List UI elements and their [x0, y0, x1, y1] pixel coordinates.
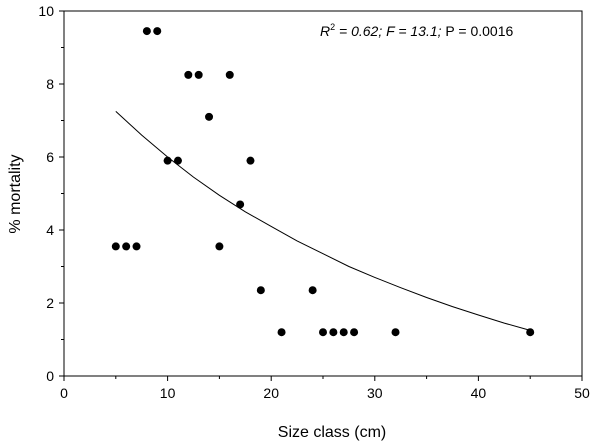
f-label: F — [386, 23, 396, 39]
data-point — [246, 156, 255, 165]
r-superscript: 2 — [330, 22, 335, 32]
data-point — [184, 70, 193, 79]
data-points-layer — [111, 27, 535, 337]
data-point — [329, 328, 338, 337]
x-tick-label: 50 — [574, 385, 590, 401]
r-value: = 0.62; — [335, 23, 386, 39]
x-tick-label: 20 — [263, 385, 279, 401]
plot-frame — [63, 10, 583, 377]
data-point — [215, 242, 224, 251]
p-text: P = 0.0016 — [445, 23, 513, 39]
y-tick-label: 2 — [46, 295, 54, 311]
data-point — [194, 70, 203, 79]
data-point — [308, 286, 317, 295]
data-point — [256, 286, 265, 295]
y-axis-title: % mortality — [7, 154, 24, 233]
x-tick-label: 0 — [60, 385, 68, 401]
data-point — [173, 156, 182, 165]
y-tick-label: 4 — [46, 222, 54, 238]
y-tick-label: 0 — [46, 368, 54, 384]
axes: 0 10 20 30 40 50 0 2 4 6 8 10 — [38, 3, 590, 401]
data-point — [132, 242, 141, 251]
data-point — [339, 328, 348, 337]
data-point — [111, 242, 120, 251]
f-value: = 13.1; — [394, 23, 445, 39]
data-point — [277, 328, 286, 337]
y-tick-label: 6 — [46, 149, 54, 165]
y-tick-label: 10 — [38, 3, 54, 19]
x-tick-label: 30 — [367, 385, 383, 401]
data-point — [225, 70, 234, 79]
x-axis-title: Size class (cm) — [278, 424, 386, 441]
r-label: R — [320, 23, 330, 39]
stats-annotation: R2 = 0.62; F = 13.1; P = 0.0016 — [320, 22, 513, 39]
data-point — [391, 328, 400, 337]
data-point — [350, 328, 359, 337]
x-tick-label: 40 — [471, 385, 487, 401]
data-point — [526, 328, 535, 337]
data-point — [205, 112, 214, 121]
x-tick-label: 10 — [160, 385, 176, 401]
fit-curve-layer — [115, 111, 531, 331]
y-tick-label: 8 — [46, 76, 54, 92]
regression-curve — [115, 111, 531, 331]
data-point — [163, 156, 172, 165]
data-point — [236, 200, 245, 209]
data-point — [319, 328, 327, 337]
data-point — [142, 27, 151, 36]
data-point — [153, 27, 162, 36]
data-point — [122, 242, 131, 251]
